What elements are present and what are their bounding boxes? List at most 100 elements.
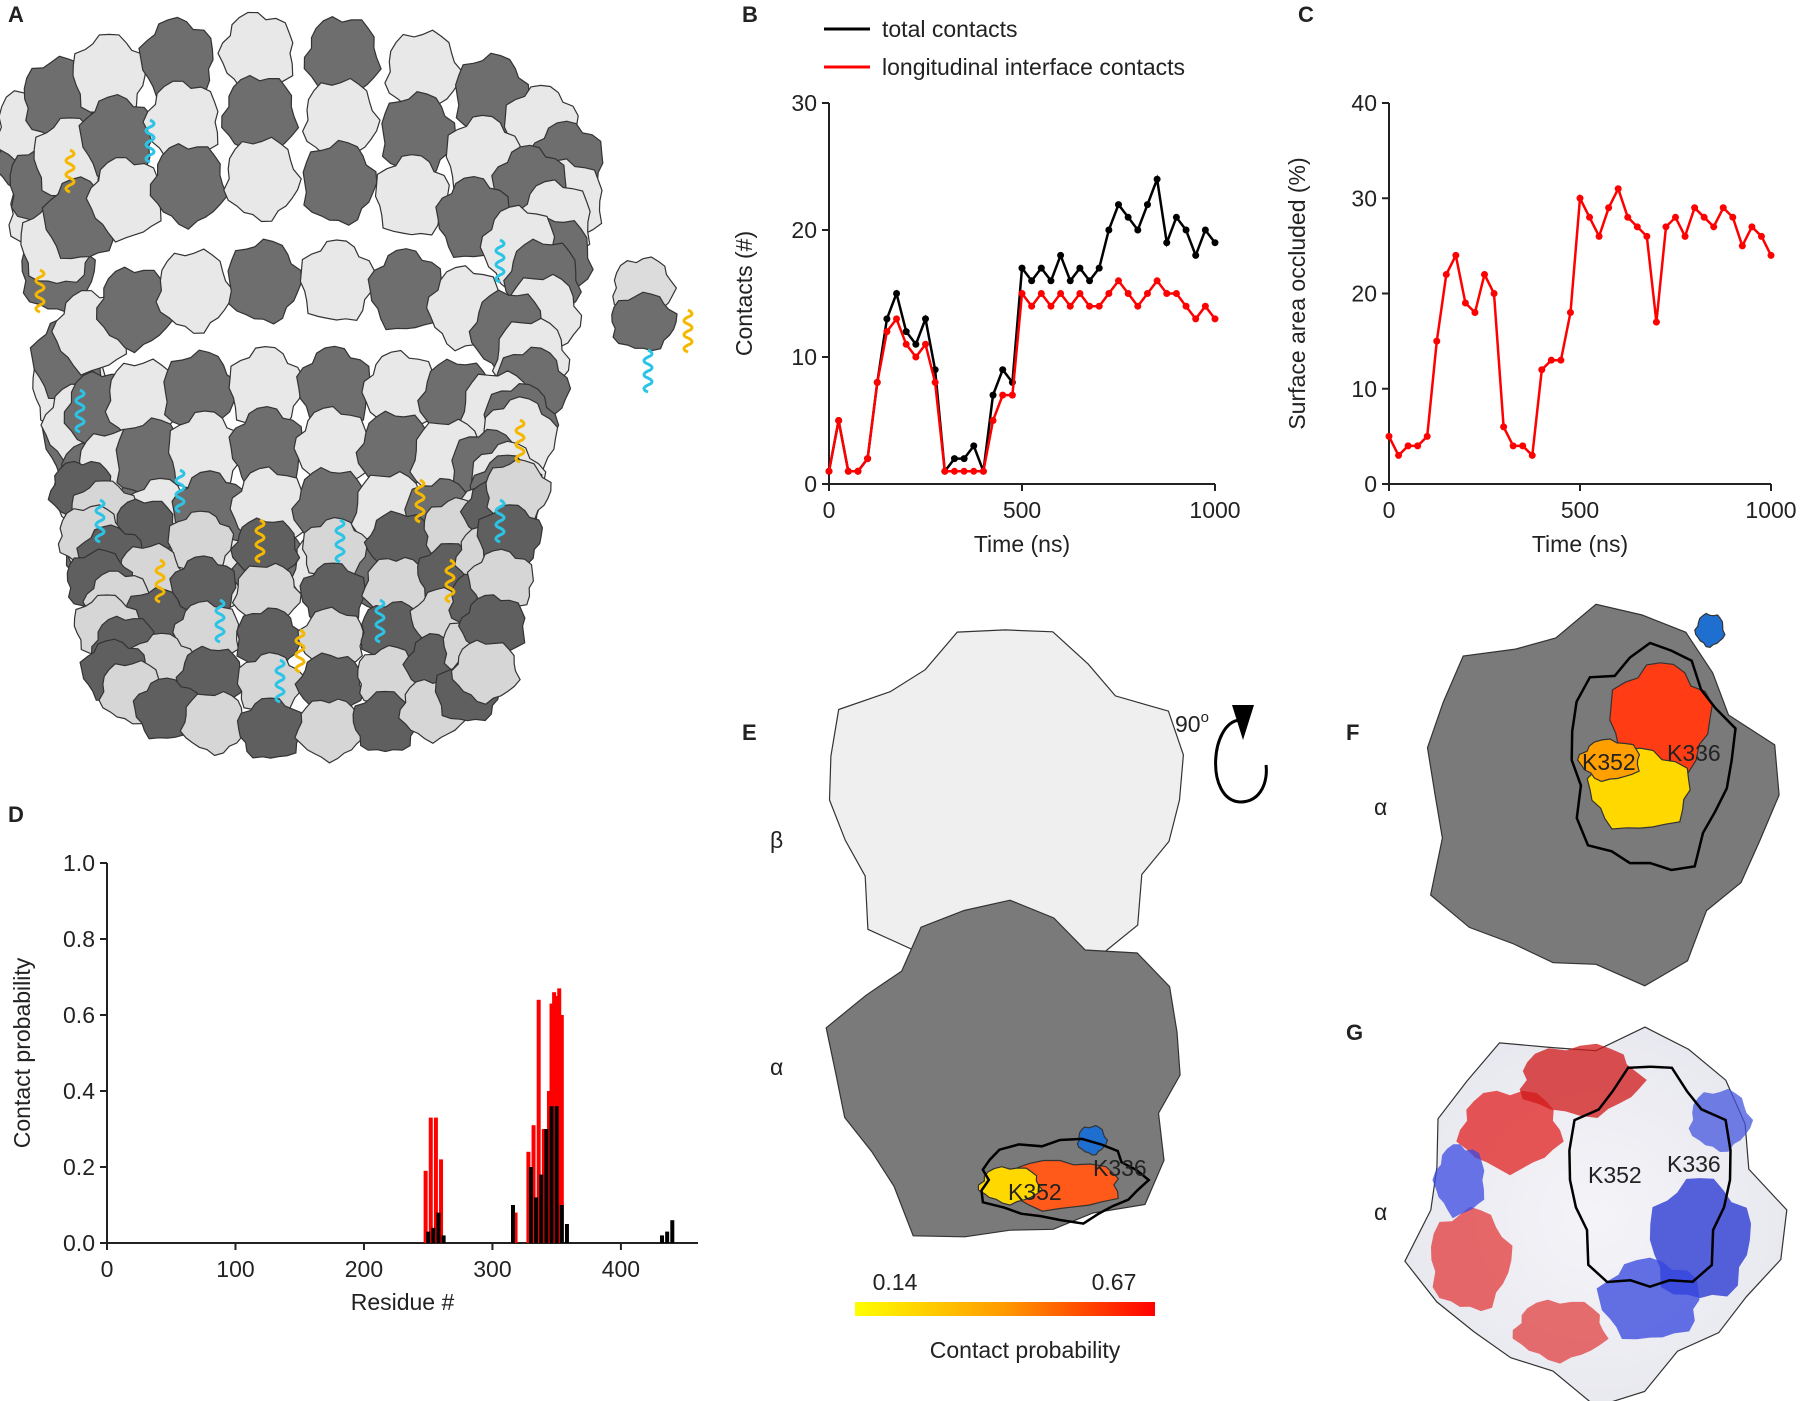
y-tick-label: 40 xyxy=(1351,90,1377,116)
point xyxy=(1115,277,1122,285)
y-tick-label: 20 xyxy=(1351,281,1377,307)
point xyxy=(1115,201,1122,209)
point xyxy=(1729,213,1737,221)
point xyxy=(1086,277,1094,285)
protein-surface xyxy=(149,143,228,230)
bar xyxy=(439,1159,444,1243)
point xyxy=(1423,432,1431,440)
x-tick-label: 0 xyxy=(823,497,836,523)
point xyxy=(1037,290,1045,297)
residue-label: K352 xyxy=(1588,1162,1642,1188)
point xyxy=(1172,290,1180,297)
x-tick-label: 300 xyxy=(473,1256,511,1282)
point xyxy=(1738,242,1746,250)
protein-surface xyxy=(381,91,457,178)
point xyxy=(883,315,891,323)
point xyxy=(1767,251,1775,259)
protein-surface xyxy=(611,291,678,352)
bar xyxy=(536,999,541,1243)
point xyxy=(1201,302,1209,310)
point xyxy=(999,391,1007,399)
y-tick-label: 30 xyxy=(791,90,817,116)
protein-surface xyxy=(95,266,175,354)
point xyxy=(1681,232,1689,240)
point xyxy=(1028,277,1036,285)
interface-outline xyxy=(1568,1065,1732,1289)
point xyxy=(1519,442,1527,450)
point xyxy=(1509,442,1517,450)
charge-patch xyxy=(1596,1257,1700,1340)
point xyxy=(873,378,881,386)
x-tick-label: 100 xyxy=(216,1256,254,1282)
protein-surface xyxy=(352,690,419,753)
x-tick-label: 0 xyxy=(1383,497,1396,523)
point xyxy=(1471,309,1479,317)
bar xyxy=(534,1197,539,1243)
y-tick-label: 30 xyxy=(1351,185,1377,211)
point xyxy=(1633,223,1641,231)
point xyxy=(1652,318,1660,326)
point xyxy=(1057,251,1065,259)
point xyxy=(1143,290,1151,297)
rotation-value: 90 xyxy=(1175,711,1201,737)
point xyxy=(1414,442,1422,450)
tail xyxy=(144,118,156,164)
point xyxy=(1624,213,1632,221)
point xyxy=(1211,239,1219,247)
point xyxy=(1057,290,1065,297)
point xyxy=(1538,366,1546,374)
y-axis-label: Contact probability xyxy=(9,957,35,1148)
y-tick-label: 0.2 xyxy=(63,1154,95,1180)
protein-surface xyxy=(179,690,250,757)
bar xyxy=(426,1231,431,1243)
point xyxy=(1595,232,1603,240)
point xyxy=(1461,299,1469,307)
chain-label: α xyxy=(1374,794,1387,820)
point xyxy=(1700,213,1708,221)
point xyxy=(1404,442,1412,450)
tail xyxy=(174,468,186,514)
point xyxy=(854,467,862,475)
tail xyxy=(414,478,426,524)
x-tick-label: 1000 xyxy=(1189,497,1240,523)
protein-surface xyxy=(227,238,303,325)
y-tick-label: 20 xyxy=(791,217,817,243)
point xyxy=(1008,391,1016,399)
point xyxy=(989,417,997,424)
charge-patch xyxy=(1512,1299,1609,1364)
point xyxy=(1124,290,1132,297)
tail xyxy=(444,558,456,604)
interface-outline xyxy=(980,1137,1151,1225)
panel-label: B xyxy=(742,2,758,27)
point xyxy=(893,315,901,323)
tail xyxy=(254,518,266,564)
interface-outline xyxy=(1570,641,1737,872)
bar xyxy=(431,1227,436,1243)
illustrations xyxy=(0,11,1788,1401)
point xyxy=(922,340,929,348)
bar xyxy=(441,1235,446,1243)
bar xyxy=(564,1224,569,1243)
point xyxy=(1105,290,1113,297)
series-line xyxy=(827,278,1216,473)
chain-label: β xyxy=(770,827,783,853)
protein-surface xyxy=(302,139,378,226)
panel-label: F xyxy=(1346,720,1359,745)
point xyxy=(1192,251,1200,259)
point xyxy=(1124,213,1132,221)
point xyxy=(1481,270,1488,278)
point xyxy=(1566,309,1574,317)
point xyxy=(1586,213,1594,221)
point xyxy=(1018,290,1026,297)
point xyxy=(1442,270,1450,278)
y-tick-label: 0.0 xyxy=(63,1230,95,1256)
residue-label: K336 xyxy=(1093,1155,1147,1181)
point xyxy=(1172,213,1180,221)
colorbar-min: 0.14 xyxy=(873,1269,918,1295)
y-tick-label: 10 xyxy=(1351,376,1377,402)
x-axis-label: Time (ns) xyxy=(1532,531,1628,557)
point xyxy=(1710,223,1718,231)
x-tick-label: 1000 xyxy=(1745,497,1796,523)
